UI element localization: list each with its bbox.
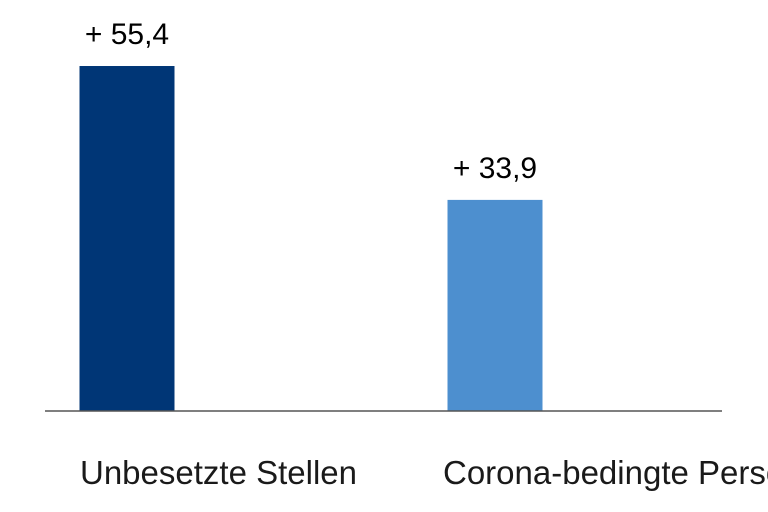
bar-2 (447, 199, 543, 411)
category-label-1: Unbesetzte Stellen (80, 454, 357, 491)
labels-layer: + 55,4 + 33,9 Unbesetzte Stellen Corona-bed… (80, 18, 768, 491)
bars-layer (79, 66, 543, 411)
category-label-2: Corona-bedingte Personalausfälle (443, 454, 768, 491)
bar-1 (79, 66, 175, 411)
data-label-1: + 55,4 (85, 18, 169, 51)
data-label-2: + 33,9 (453, 152, 537, 185)
